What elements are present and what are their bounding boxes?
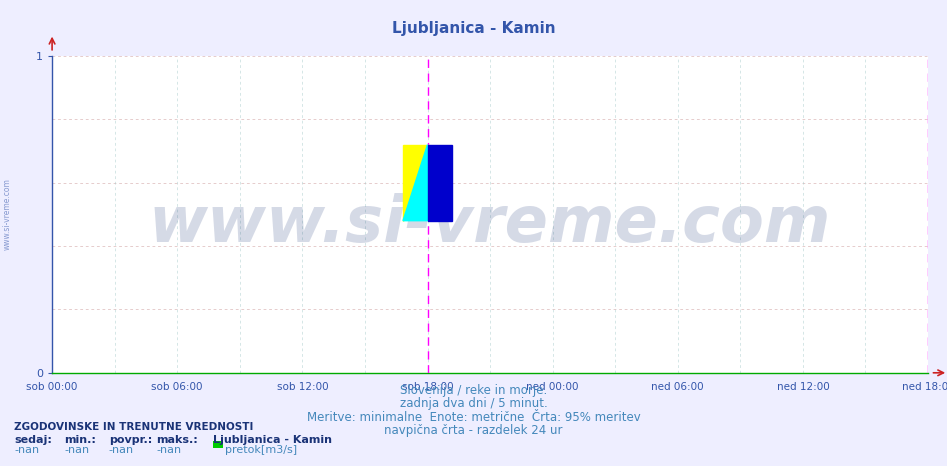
Text: Ljubljanica - Kamin: Ljubljanica - Kamin: [392, 21, 555, 36]
Text: Slovenija / reke in morje.: Slovenija / reke in morje.: [400, 384, 547, 397]
Text: min.:: min.:: [64, 435, 97, 445]
Text: www.si-vreme.com: www.si-vreme.com: [3, 178, 12, 250]
Text: sedaj:: sedaj:: [14, 435, 52, 445]
Text: Ljubljanica - Kamin: Ljubljanica - Kamin: [213, 435, 332, 445]
Polygon shape: [403, 144, 427, 221]
Text: maks.:: maks.:: [156, 435, 198, 445]
Text: pretok[m3/s]: pretok[m3/s]: [225, 445, 297, 455]
Text: zadnja dva dni / 5 minut.: zadnja dva dni / 5 minut.: [400, 397, 547, 411]
Text: www.si-vreme.com: www.si-vreme.com: [149, 193, 831, 255]
Polygon shape: [403, 144, 427, 221]
Text: -nan: -nan: [64, 445, 90, 455]
Bar: [427, 144, 452, 221]
Text: -nan: -nan: [156, 445, 182, 455]
Text: -nan: -nan: [109, 445, 134, 455]
Text: -nan: -nan: [14, 445, 40, 455]
Text: Meritve: minimalne  Enote: metrične  Črta: 95% meritev: Meritve: minimalne Enote: metrične Črta:…: [307, 411, 640, 424]
Text: navpična črta - razdelek 24 ur: navpična črta - razdelek 24 ur: [384, 424, 563, 437]
Text: ZGODOVINSKE IN TRENUTNE VREDNOSTI: ZGODOVINSKE IN TRENUTNE VREDNOSTI: [14, 422, 254, 432]
Text: povpr.:: povpr.:: [109, 435, 152, 445]
